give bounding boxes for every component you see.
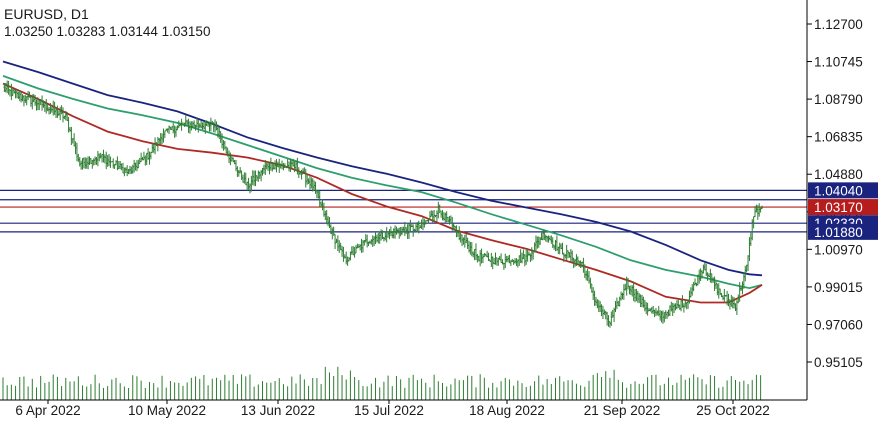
price-tick-label: 0.99015 xyxy=(814,280,863,295)
horizontal-levels xyxy=(0,189,807,233)
time-tick-label: 25 Oct 2022 xyxy=(696,403,770,418)
volume-bars xyxy=(2,366,762,400)
time-tick-label: 15 Jul 2022 xyxy=(354,403,424,418)
time-tick-label: 6 Apr 2022 xyxy=(15,403,80,418)
time-tick-label: 13 Jun 2022 xyxy=(241,403,315,418)
price-tick-label: 1.06835 xyxy=(814,130,863,145)
level-price-tag xyxy=(808,199,878,216)
candles xyxy=(3,80,763,328)
moving-average-line xyxy=(2,60,763,277)
moving-average-line xyxy=(2,75,763,290)
level-price-tag xyxy=(808,223,878,240)
moving-average-line xyxy=(2,82,763,304)
time-tick-label: 21 Sep 2022 xyxy=(584,403,661,418)
moving-averages xyxy=(2,60,763,304)
level-price-tag xyxy=(808,182,878,199)
price-tick-label: 0.95105 xyxy=(814,355,863,370)
price-tick-label: 1.04880 xyxy=(814,167,863,182)
symbol-title: EURUSD, D1 xyxy=(4,6,89,22)
level-price-tag-text: 1.01880 xyxy=(814,225,863,240)
time-tick-label: 18 Aug 2022 xyxy=(469,403,545,418)
level-price-tag-text: 1.03170 xyxy=(814,200,863,215)
price-tick-label: 1.00970 xyxy=(814,242,863,257)
price-tick-label: 0.97060 xyxy=(814,317,863,332)
level-price-tag-text: 1.04040 xyxy=(814,183,863,198)
time-axis: 6 Apr 2022 10 May 2022 13 Jun 2022 15 Jul 2… xyxy=(15,400,770,418)
price-tick-label: 1.08790 xyxy=(814,92,863,107)
price-tick-label: 1.12700 xyxy=(814,17,863,32)
time-tick-label: 10 May 2022 xyxy=(128,403,206,418)
price-tick-label: 1.10745 xyxy=(814,55,863,70)
ohlc-values: 1.03250 1.03283 1.03144 1.03150 xyxy=(4,24,211,39)
